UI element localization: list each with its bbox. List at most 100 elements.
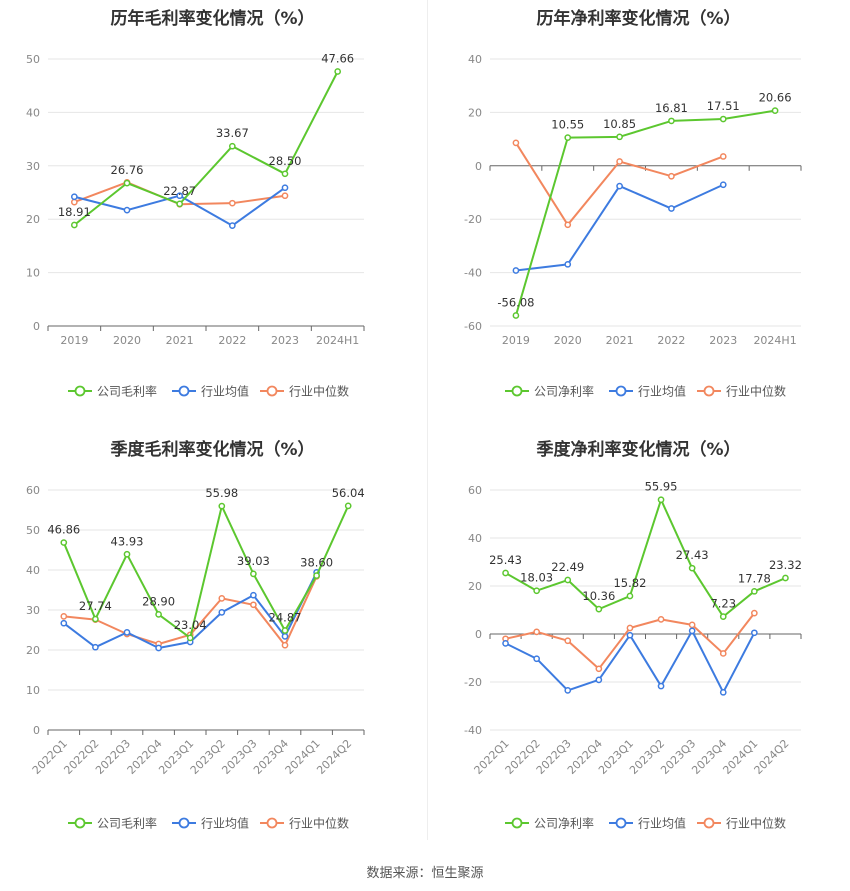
data-point-company — [626, 592, 634, 600]
data-point-industry_avg — [60, 619, 68, 627]
chart-svg: 01020304050602022Q12022Q22022Q32022Q4202… — [26, 484, 365, 831]
data-point-company — [657, 496, 665, 504]
x-tick-label: 2020 — [113, 334, 141, 347]
data-point-industry_avg — [719, 688, 727, 696]
legend-item-company: 公司毛利率 — [68, 384, 157, 399]
x-tick-label: 2024Q2 — [752, 737, 792, 777]
data-label: 25.43 — [489, 553, 522, 567]
data-point-company — [719, 115, 727, 123]
chart-title: 季度净利率变化情况（%） — [536, 440, 741, 460]
data-point-company — [281, 170, 289, 178]
data-point-industry_median — [60, 613, 68, 620]
data-point-industry_median — [70, 198, 78, 206]
data-label: 27.43 — [676, 548, 709, 562]
series-line-company — [62, 505, 350, 639]
y-tick-label: 0 — [33, 320, 40, 333]
legend-label: 行业均值 — [201, 384, 249, 399]
data-label: 33.67 — [216, 126, 249, 140]
data-label: 43.93 — [111, 534, 144, 548]
y-tick-label: -60 — [464, 320, 482, 333]
data-point-company — [719, 613, 727, 620]
data-label: 28.90 — [142, 594, 175, 608]
x-tick-label: 2019 — [502, 334, 530, 347]
y-tick-label: 20 — [468, 106, 482, 119]
data-point-industry_avg — [688, 627, 696, 635]
data-label: 10.36 — [582, 589, 615, 603]
chart-title: 历年毛利率变化情况（%） — [110, 9, 315, 29]
legend-item-industry_avg: 行业均值 — [172, 816, 249, 831]
data-point-industry_avg — [281, 633, 289, 640]
legend-item-industry_median: 行业中位数 — [260, 816, 349, 831]
legend-label: 公司毛利率 — [97, 384, 157, 399]
x-tick-label: 2021 — [606, 334, 634, 347]
data-point-industry_avg — [70, 193, 78, 201]
data-point-company — [533, 587, 541, 595]
legend-label: 公司毛利率 — [97, 816, 157, 831]
legend-marker — [266, 385, 278, 397]
legend-marker — [615, 817, 627, 829]
data-point-company — [771, 107, 779, 114]
data-point-company — [688, 564, 696, 572]
x-tick-label: 2020 — [554, 334, 582, 347]
y-tick-label: 60 — [26, 484, 40, 497]
y-tick-label: 20 — [26, 644, 40, 657]
legend-label: 行业中位数 — [726, 816, 786, 831]
series-line-company — [73, 71, 339, 226]
legend-marker — [703, 385, 715, 397]
data-point-industry_avg — [595, 676, 603, 684]
data-label: 27.74 — [79, 599, 112, 613]
y-tick-label: -20 — [464, 676, 482, 689]
legend-item-company: 公司毛利率 — [68, 816, 157, 831]
data-point-industry_median — [533, 628, 541, 636]
data-point-industry_avg — [281, 184, 289, 192]
data-label: 20.66 — [759, 91, 792, 105]
x-tick-label: 2022 — [218, 334, 246, 347]
data-point-company — [70, 221, 78, 229]
data-label: 23.04 — [174, 618, 207, 632]
data-label: 28.50 — [269, 154, 302, 168]
legend-item-industry_avg: 行业均值 — [609, 384, 686, 399]
data-point-industry_avg — [155, 644, 162, 652]
y-tick-label: -40 — [464, 724, 482, 737]
x-tick-label: 2024Q2 — [314, 737, 354, 777]
legend-marker — [178, 385, 190, 397]
chart-svg: -60 -40 -20 0 20 40 2019 2020 2021 2022 2023 2024H1… — [464, 53, 802, 399]
data-label: 46.86 — [47, 523, 80, 537]
data-point-industry_avg — [502, 640, 509, 647]
data-point-industry_avg — [564, 260, 572, 268]
data-point-company — [564, 134, 572, 141]
y-tick-label: 20 — [26, 213, 40, 226]
data-point-company — [155, 611, 162, 618]
data-label: 22.87 — [163, 184, 196, 198]
x-tick-label: 2021 — [166, 334, 194, 347]
x-tick-label: 2023 — [709, 334, 737, 347]
data-label: 47.66 — [321, 51, 354, 65]
data-label: 23.32 — [769, 558, 802, 572]
data-point-industry_median — [218, 595, 226, 602]
data-label: 38.60 — [300, 556, 333, 570]
y-tick-label: 10 — [26, 267, 40, 280]
legend-item-industry_median: 行业中位数 — [260, 384, 349, 399]
chart-title: 季度毛利率变化情况（%） — [110, 440, 315, 460]
y-tick-label: 50 — [26, 53, 40, 66]
y-tick-label: -20 — [464, 213, 482, 226]
data-point-company — [616, 133, 623, 141]
data-point-company — [344, 502, 352, 510]
data-point-company — [176, 200, 184, 208]
chart-panel-annual-gross-margin: 历年毛利率变化情况（%） 0 10 20 30 40 50 2019 2020 2021 2022… — [0, 0, 425, 410]
data-point-industry_median — [250, 601, 257, 609]
y-tick-label: 0 — [475, 160, 482, 173]
data-point-industry_avg — [657, 682, 665, 690]
legend-marker — [615, 385, 627, 397]
legend-marker — [511, 385, 523, 397]
data-point-industry_avg — [218, 609, 226, 616]
legend-item-company: 公司净利率 — [505, 384, 594, 399]
data-label: 55.98 — [205, 486, 238, 500]
legend-item-industry_median: 行业中位数 — [697, 816, 786, 831]
data-label: 56.04 — [332, 486, 365, 500]
data-point-industry_avg — [123, 206, 131, 214]
data-point-industry_avg — [123, 629, 131, 636]
y-tick-label: 30 — [26, 604, 40, 617]
data-point-industry_avg — [533, 655, 541, 663]
legend-label: 公司净利率 — [534, 384, 594, 399]
